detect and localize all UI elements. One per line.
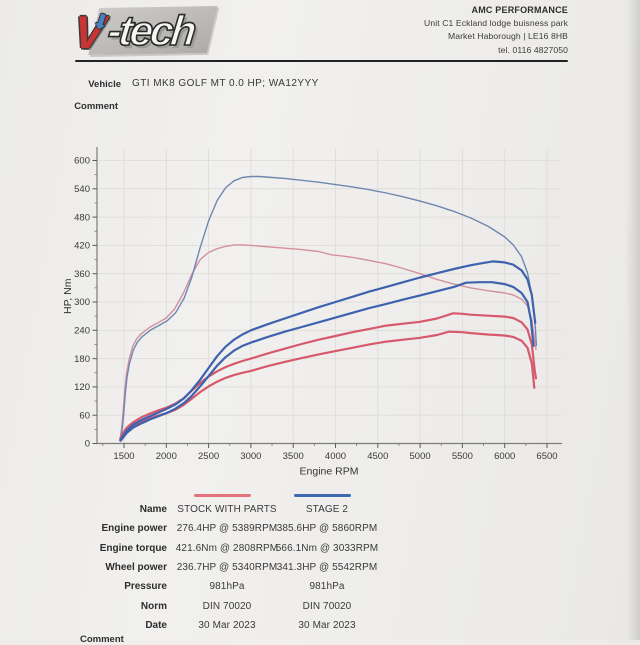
- vtech-logo: V ⬇ -tech: [71, 4, 232, 62]
- stock-wheel-power: 236.7HP @ 5340RPM: [176, 562, 278, 574]
- svg-text:60: 60: [79, 410, 90, 421]
- stage2-name: STAGE 2: [305, 504, 349, 516]
- vehicle-label: Vehicle: [88, 79, 121, 90]
- stock-pressure: 981hPa: [209, 581, 245, 593]
- vehicle-value: GTI MK8 GOLF MT 0.0 HP; WA12YYY: [132, 78, 319, 89]
- row-label: Engine torque: [99, 542, 167, 554]
- logo-text-tech: -tech: [105, 6, 197, 55]
- stock-date: 30 Mar 2023: [198, 619, 256, 631]
- header-divider: [75, 60, 568, 62]
- row-label: Norm: [140, 600, 167, 612]
- stage2-norm: DIN 70020: [302, 600, 352, 612]
- svg-text:540: 540: [74, 184, 90, 195]
- stock-name: STOCK WITH PARTS: [177, 504, 277, 516]
- svg-text:4500: 4500: [367, 451, 388, 462]
- row-label: Name: [139, 504, 167, 516]
- svg-text:5500: 5500: [452, 451, 473, 462]
- stage2-wheel-power: 341.3HP @ 5542RPM: [276, 562, 378, 574]
- svg-text:1500: 1500: [113, 451, 134, 462]
- stage2-engine-power: 385.6HP @ 5860RPM: [276, 523, 378, 535]
- svg-text:4000: 4000: [325, 451, 346, 462]
- row-label: Pressure: [124, 581, 167, 593]
- address-line-2: Market Haborough | LE16 8HB: [447, 31, 568, 42]
- row-label: Engine power: [101, 523, 167, 535]
- legend-swatch-stock: [194, 494, 251, 497]
- company-name: AMC PERFORMANCE: [471, 5, 568, 15]
- row-label: Date: [145, 619, 167, 631]
- svg-text:480: 480: [74, 212, 90, 223]
- table-row: Wheel power 236.7HP @ 5340RPM 341.3HP @ …: [0, 558, 640, 577]
- curve-4: [119, 260, 537, 441]
- curve-0: [119, 244, 537, 439]
- table-row: Engine power 276.4HP @ 5389RPM 385.6HP @…: [0, 519, 640, 538]
- curve-3: [119, 330, 536, 442]
- chart-grid: [97, 149, 561, 444]
- comment-label: Comment: [74, 101, 118, 112]
- curve-1: [119, 175, 538, 440]
- company-address-block: AMC PERFORMANCE Unit C1 Eckland lodge bu…: [340, 4, 568, 57]
- svg-text:3500: 3500: [283, 451, 304, 462]
- table-row: Engine torque 421.6Nm @ 2808RPM 566.1Nm …: [0, 539, 640, 558]
- svg-text:6500: 6500: [536, 451, 557, 462]
- stage2-engine-torque: 566.1Nm @ 3033RPM: [275, 542, 379, 554]
- stage2-pressure: 981hPa: [309, 581, 345, 593]
- legend-swatch-stage2: [294, 494, 351, 497]
- svg-text:120: 120: [74, 382, 90, 393]
- table-row: Date 30 Mar 2023 30 Mar 2023: [0, 616, 640, 635]
- svg-text:240: 240: [74, 326, 90, 337]
- curve-2: [119, 312, 538, 440]
- svg-text:420: 420: [74, 241, 90, 252]
- y-axis-label: HP, Nm: [62, 278, 74, 314]
- svg-text:180: 180: [74, 354, 90, 365]
- stock-engine-power: 276.4HP @ 5389RPM: [176, 523, 278, 535]
- stage2-date: 30 Mar 2023: [298, 619, 356, 631]
- row-label: Wheel power: [105, 562, 167, 574]
- table-row: Pressure 981hPa 981hPa: [0, 577, 640, 596]
- curve-5: [119, 281, 535, 442]
- svg-text:0: 0: [85, 439, 90, 450]
- svg-text:2000: 2000: [156, 451, 177, 462]
- results-table: Name STOCK WITH PARTS STAGE 2 Engine pow…: [0, 500, 640, 635]
- chart-axes: 1500 2000 2500 3000 3500 4000 4500 5000 5500 6000…: [74, 147, 562, 462]
- address-line-3: tel. 0116 4827050: [498, 44, 568, 55]
- svg-text:360: 360: [74, 269, 90, 280]
- svg-text:6000: 6000: [494, 451, 515, 462]
- svg-text:600: 600: [74, 156, 90, 167]
- stock-engine-torque: 421.6Nm @ 2808RPM: [175, 542, 279, 554]
- stock-norm: DIN 70020: [202, 600, 252, 612]
- address-line-1: Unit C1 Eckland lodge buisness park: [424, 18, 568, 29]
- svg-text:2500: 2500: [198, 451, 219, 462]
- svg-text:3000: 3000: [240, 451, 261, 462]
- dyno-chart: 1500 2000 2500 3000 3500 4000 4500 5000 5500 6000…: [62, 147, 562, 478]
- table-row: Norm DIN 70020 DIN 70020: [0, 596, 640, 615]
- svg-text:300: 300: [74, 297, 90, 308]
- x-axis-label: Engine RPM: [300, 466, 359, 478]
- svg-text:5000: 5000: [410, 451, 431, 462]
- table-row: Name STOCK WITH PARTS STAGE 2: [0, 500, 640, 519]
